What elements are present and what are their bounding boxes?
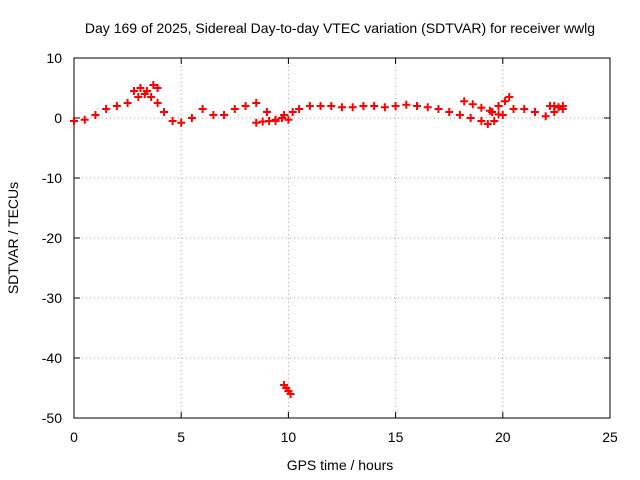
main-trace-point (466, 114, 475, 122)
main-trace-point (177, 118, 186, 127)
branch-3-point (468, 100, 477, 109)
branch-1-point (142, 87, 151, 95)
main-trace-point (288, 108, 297, 116)
x-tick-label: 0 (70, 429, 78, 445)
main-trace-point (241, 102, 250, 110)
main-trace-point (541, 112, 550, 121)
main-trace-point (327, 102, 336, 110)
main-trace-point (123, 99, 132, 107)
y-tick-label: 0 (54, 110, 62, 126)
main-trace-point (134, 93, 143, 101)
main-trace-point (209, 111, 218, 119)
y-tick-label: -40 (42, 350, 62, 366)
y-tick-label: -30 (42, 290, 62, 306)
branch-2-point (265, 117, 274, 125)
main-trace-point (338, 103, 346, 112)
main-trace-point (80, 115, 89, 124)
branch-5-point (550, 102, 559, 110)
x-tick-labels: 0 5 10 15 20 25 (70, 429, 618, 445)
main-trace-point (348, 103, 357, 112)
branch-2-point (271, 115, 280, 124)
branch-3-point (477, 103, 486, 112)
main-trace-point (187, 114, 196, 122)
main-trace-point (153, 99, 162, 107)
y-tick-label: -10 (42, 170, 62, 186)
main-trace-point (305, 102, 314, 110)
main-trace-point (380, 103, 389, 112)
main-trace-point (434, 105, 443, 113)
x-tick-label: 20 (495, 429, 511, 445)
main-trace-point (490, 117, 499, 125)
main-trace-point (402, 100, 411, 109)
main-trace-point (530, 108, 539, 116)
branch-1-point (149, 81, 158, 89)
y-axis-label: SDTVAR / TECUs (5, 182, 21, 294)
data-points (70, 81, 567, 398)
branch-1-point (130, 87, 139, 95)
grid-lines (74, 58, 610, 418)
y-tick-labels: 10 0 -10 -20 -30 -40 -50 (42, 50, 62, 426)
main-trace-point (252, 99, 261, 107)
main-trace-point (70, 117, 78, 125)
branch-4-point (505, 93, 514, 101)
main-trace-point (91, 111, 100, 119)
main-trace-point (483, 120, 492, 128)
main-trace-point (391, 102, 400, 110)
x-tick-label: 15 (388, 429, 404, 445)
branch-2-point (252, 118, 261, 127)
x-tick-label: 5 (177, 429, 185, 445)
main-trace-point (423, 103, 432, 112)
main-trace-point (147, 93, 156, 101)
branch-4-point (488, 108, 497, 116)
main-trace-point (445, 108, 454, 116)
chart-title: Day 169 of 2025, Sidereal Day-to-day VTE… (85, 20, 595, 36)
branch-4-point (500, 97, 509, 106)
main-trace-point (112, 102, 121, 110)
branch-3-point (494, 110, 503, 119)
branch-2-point (284, 115, 293, 124)
main-trace-point (295, 105, 304, 113)
tick-marks (73, 57, 611, 419)
main-trace-point (198, 105, 207, 113)
branch-5-point (558, 102, 567, 110)
main-trace-point (220, 111, 229, 119)
branch-1-point (153, 84, 162, 92)
branch-4-point (494, 102, 503, 110)
x-axis-label: GPS time / hours (287, 457, 394, 473)
main-trace-point (477, 117, 486, 125)
main-trace-point (413, 102, 422, 110)
x-tick-label: 25 (602, 429, 618, 445)
main-trace-point (168, 117, 177, 125)
main-trace-point (316, 102, 325, 110)
branch-5-point (554, 103, 563, 112)
main-trace-point (160, 108, 169, 116)
main-trace-point (262, 108, 271, 116)
main-trace-point (509, 105, 518, 113)
y-tick-label: -50 (42, 410, 62, 426)
branch-1-point (136, 84, 145, 92)
outlier-cluster-point (286, 390, 295, 398)
branch-2-point (277, 114, 286, 122)
main-trace-point (520, 105, 529, 113)
y-tick-label: -20 (42, 230, 62, 246)
main-trace-point (359, 102, 368, 110)
branch-3-point (460, 97, 469, 106)
main-trace-point (230, 105, 239, 113)
main-trace-point (102, 105, 111, 113)
main-trace-point (455, 111, 464, 119)
main-trace-point (370, 102, 379, 110)
y-tick-label: 10 (46, 50, 62, 66)
x-tick-label: 10 (281, 429, 297, 445)
